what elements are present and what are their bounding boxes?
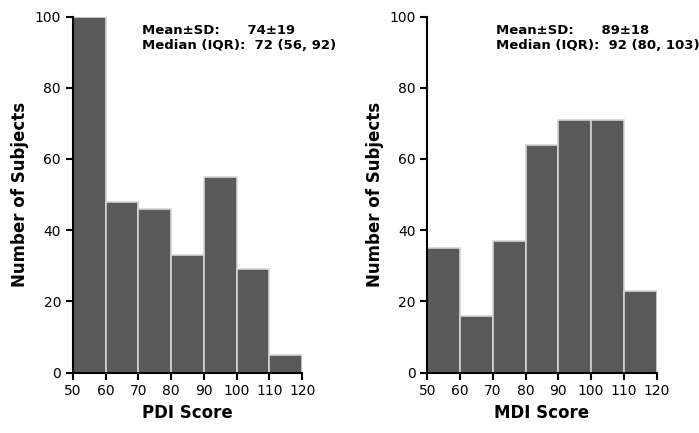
Bar: [493, 241, 526, 372]
Text: Mean±SD:      74±19
Median (IQR):  72 (56, 92): Mean±SD: 74±19 Median (IQR): 72 (56, 92): [142, 24, 336, 52]
Bar: [171, 255, 204, 372]
Y-axis label: Number of Subjects: Number of Subjects: [366, 102, 384, 287]
X-axis label: PDI Score: PDI Score: [142, 404, 233, 422]
Bar: [73, 16, 106, 372]
Bar: [624, 291, 656, 372]
X-axis label: MDI Score: MDI Score: [494, 404, 589, 422]
Bar: [237, 269, 269, 372]
Bar: [269, 355, 302, 372]
Y-axis label: Number of Subjects: Number of Subjects: [11, 102, 29, 287]
Bar: [559, 120, 591, 372]
Bar: [427, 248, 460, 372]
Bar: [204, 177, 237, 372]
Text: Mean±SD:      89±18
Median (IQR):  92 (80, 103): Mean±SD: 89±18 Median (IQR): 92 (80, 103…: [496, 24, 699, 52]
Bar: [591, 120, 624, 372]
Bar: [526, 145, 559, 372]
Bar: [460, 316, 493, 372]
Bar: [106, 202, 138, 372]
Bar: [138, 209, 171, 372]
